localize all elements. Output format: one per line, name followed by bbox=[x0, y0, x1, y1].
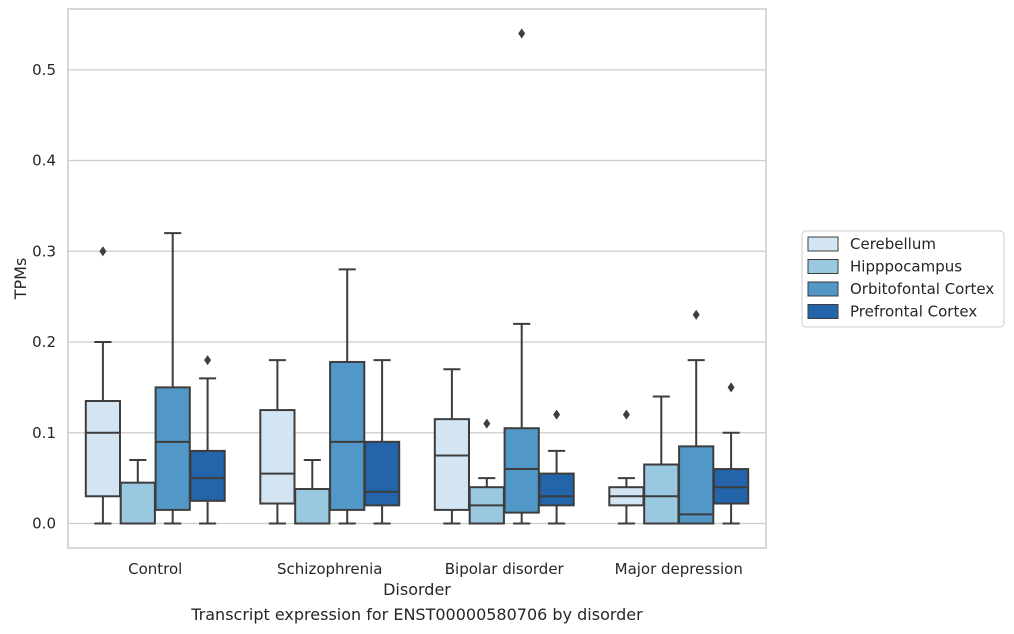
legend-swatch bbox=[807, 281, 839, 297]
y-tick-labels: 0.0 0.1 0.2 0.3 0.4 0.5 bbox=[32, 61, 56, 533]
box-rect bbox=[678, 445, 715, 525]
box-2-0 bbox=[154, 232, 191, 525]
y-tick-label: 0.0 bbox=[32, 515, 56, 533]
legend: Cerebellum Hipppocampus Orbitofontal Corte… bbox=[801, 230, 1005, 328]
y-tick-label: 0.3 bbox=[32, 242, 56, 260]
y-tick-label: 0.5 bbox=[32, 61, 56, 79]
y-tick-label: 0.2 bbox=[32, 333, 56, 351]
chart-caption: Transcript expression for ENST0000058070… bbox=[191, 605, 643, 624]
legend-label: Orbitofontal Cortex bbox=[850, 280, 994, 298]
box-2-3 bbox=[678, 309, 715, 525]
box-rect bbox=[189, 449, 226, 502]
legend-swatch bbox=[807, 259, 839, 274]
box-rect bbox=[329, 360, 366, 511]
legend-label: Prefrontal Cortex bbox=[850, 303, 977, 321]
legend-swatch bbox=[807, 236, 839, 252]
y-tick-label: 0.4 bbox=[32, 152, 56, 170]
outlier-point bbox=[99, 246, 107, 257]
outlier-point bbox=[204, 355, 212, 366]
box-1-2 bbox=[468, 418, 505, 525]
outlier-point bbox=[518, 28, 526, 39]
box-rect bbox=[643, 463, 680, 525]
box-rect bbox=[119, 481, 156, 525]
box-1-3 bbox=[643, 395, 680, 525]
box-rect bbox=[259, 409, 296, 505]
legend-label: Cerebellum bbox=[850, 235, 936, 253]
y-tick-label: 0.1 bbox=[32, 424, 56, 442]
box-3-2 bbox=[538, 409, 575, 525]
box-rect bbox=[294, 488, 331, 525]
box-3-1 bbox=[363, 359, 401, 525]
x-tick-label: Schizophrenia bbox=[277, 560, 382, 578]
box-2-1 bbox=[329, 268, 366, 525]
x-axis-label: Disorder bbox=[383, 580, 451, 599]
outlier-point bbox=[553, 409, 561, 420]
box-rect bbox=[84, 400, 122, 498]
box-rect bbox=[154, 386, 191, 511]
x-tick-label: Bipolar disorder bbox=[445, 560, 565, 578]
box-rect bbox=[538, 472, 575, 507]
box-3-0 bbox=[189, 355, 226, 525]
y-axis-label: TPMs bbox=[11, 258, 30, 301]
outlier-point bbox=[483, 418, 491, 429]
x-tick-label: Major depression bbox=[615, 560, 743, 578]
box-1-0 bbox=[119, 458, 156, 525]
box-1-1 bbox=[294, 458, 331, 525]
box-rect bbox=[433, 418, 471, 511]
box-3-3 bbox=[712, 382, 750, 525]
legend-frame bbox=[801, 230, 1005, 328]
box-0-0 bbox=[84, 246, 122, 525]
box-2-2 bbox=[503, 28, 540, 525]
outlier-point bbox=[727, 382, 735, 393]
box-rect bbox=[363, 440, 401, 507]
x-tick-label: Control bbox=[128, 560, 182, 578]
legend-swatch bbox=[807, 304, 839, 319]
box-0-1 bbox=[259, 359, 296, 525]
plot-frame bbox=[67, 8, 767, 549]
legend-label: Hipppocampus bbox=[850, 258, 962, 276]
box-rect bbox=[503, 427, 540, 514]
box-layer bbox=[84, 28, 750, 525]
x-tick-labels: Control Schizophrenia Bipolar disorder Majo… bbox=[128, 560, 743, 578]
outlier-point bbox=[692, 309, 700, 320]
box-0-3 bbox=[608, 409, 645, 525]
box-0-2 bbox=[433, 368, 471, 525]
outlier-point bbox=[622, 409, 630, 420]
